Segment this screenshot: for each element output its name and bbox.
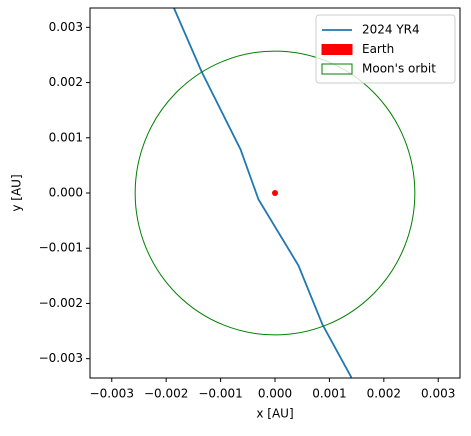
legend-label: Moon's orbit — [362, 62, 436, 76]
x-tick-label: −0.003 — [90, 387, 134, 401]
x-tick-label: −0.002 — [144, 387, 188, 401]
x-tick-label: 0.000 — [258, 387, 292, 401]
legend-label: 2024 YR4 — [362, 23, 420, 37]
orbit — [134, 50, 416, 336]
legend-handle — [321, 44, 353, 55]
x-axis-label: x [AU] — [256, 407, 293, 421]
y-tick-label: 0.000 — [49, 186, 83, 200]
y-tick-label: −0.002 — [39, 296, 83, 310]
trajectory — [172, 8, 353, 378]
x-tick-label: 0.002 — [367, 387, 401, 401]
x-tick-label: 0.001 — [312, 387, 346, 401]
earth-marker — [272, 190, 278, 196]
legend-box — [315, 14, 456, 84]
x-tick-label: −0.001 — [198, 387, 242, 401]
x-tick-label: 0.003 — [421, 387, 455, 401]
y-axis-label: y [AU] — [10, 174, 24, 211]
plot-frame — [89, 7, 461, 379]
y-tick-label: 0.003 — [49, 20, 83, 34]
y-tick-label: 0.002 — [49, 75, 83, 89]
legend-handle — [321, 63, 353, 75]
y-tick-label: −0.001 — [39, 241, 83, 255]
legend-label: Earth — [362, 42, 394, 56]
y-tick-label: −0.003 — [39, 351, 83, 365]
y-tick-label: 0.001 — [49, 130, 83, 144]
